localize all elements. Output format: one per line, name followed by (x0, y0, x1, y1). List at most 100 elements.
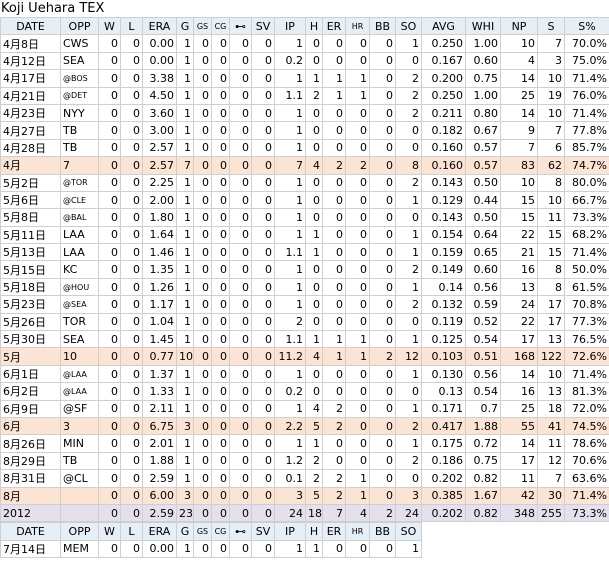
cell: 0 (251, 434, 275, 453)
cell: 24 (500, 295, 538, 314)
cell: 0 (211, 243, 230, 262)
cell: 70.6% (564, 451, 609, 471)
data-row: 7月14日 MEM 0 0 0.00 1 0 0 0 0 1 1 0 0 0 1 (0, 539, 422, 559)
cell: 0 (251, 225, 275, 245)
cell: 1 (274, 121, 306, 140)
cell: 6月1日 (0, 364, 61, 384)
cell: 18 (537, 399, 565, 418)
cell: 0 (305, 295, 323, 314)
cell: 11 (537, 208, 565, 227)
cell: 1 (345, 486, 370, 505)
header-cell: H (305, 522, 323, 541)
cell: 4 (305, 156, 323, 175)
cell: 0.67 (465, 121, 501, 140)
cell: 0 (98, 399, 121, 418)
cell: 0.211 (421, 103, 466, 123)
cell: 0 (98, 34, 121, 53)
cell: 77.3% (564, 312, 609, 332)
header-cell: ER (322, 522, 346, 541)
cell: 0 (345, 173, 370, 192)
header-cell: W (98, 16, 121, 36)
cell: 61.5% (564, 277, 609, 297)
cell: 0 (251, 277, 275, 297)
cell: 7 (60, 156, 99, 175)
cell: 9 (500, 121, 538, 140)
cell: 1 (274, 434, 306, 453)
header-cell: H (305, 16, 323, 36)
cell: 0 (211, 156, 230, 175)
cell: 10 (176, 347, 194, 366)
cell: 1 (395, 539, 422, 559)
cell: 66.7% (564, 190, 609, 210)
cell: 15 (537, 225, 565, 245)
cell: 0 (120, 69, 143, 88)
data-row: 5月26日 TOR 0 0 1.04 1 0 0 0 0 2 0 0 0 0 0 0.119 0.52 22 17 77… (0, 312, 609, 332)
cell: 42 (500, 486, 538, 505)
cell: 0 (369, 69, 396, 88)
cell: 0.132 (421, 295, 466, 314)
cell: 0 (211, 503, 230, 523)
cell: 2 (322, 486, 346, 505)
cell: LAA (60, 225, 99, 245)
cell: 0 (322, 121, 346, 140)
header-cell: SV (251, 16, 275, 36)
cell: 0.60 (465, 260, 501, 279)
cell: 0 (395, 121, 422, 140)
header-cell: CG (211, 16, 230, 36)
cell: 0 (345, 295, 370, 314)
cell: 0 (120, 295, 143, 314)
cell: 11.2 (274, 347, 306, 366)
cell: 0 (229, 469, 252, 488)
cell: 0.202 (421, 469, 466, 488)
cell: 1 (176, 312, 194, 332)
cell: 0 (193, 156, 212, 175)
cell: 2 (395, 295, 422, 314)
header-cell: DATE (0, 16, 61, 36)
cell: 0.54 (465, 330, 501, 349)
cell: 1.1 (274, 330, 306, 349)
cell: 0 (345, 434, 370, 453)
cell: 0 (193, 173, 212, 192)
cell: 72.6% (564, 347, 609, 366)
cell: 0 (322, 208, 346, 227)
cell: TOR (60, 312, 99, 332)
cell: 1 (274, 260, 306, 279)
cell: 0.75 (465, 451, 501, 471)
header-cell: SV (251, 522, 275, 541)
cell: 10 (60, 347, 99, 366)
cell: 0 (98, 347, 121, 366)
cell: 1 (274, 138, 306, 158)
cell: 0 (211, 34, 230, 53)
cell: 0 (120, 382, 143, 401)
cell: 0 (193, 225, 212, 245)
cell: 0 (229, 399, 252, 418)
header-cell: SO (395, 522, 422, 541)
cell: 14 (500, 103, 538, 123)
cell: 0 (120, 225, 143, 245)
cell: 0 (322, 364, 346, 384)
cell: 4月23日 (0, 103, 61, 123)
cell: 0 (369, 539, 396, 559)
cell: 73.3% (564, 208, 609, 227)
data-row: 5月13日 LAA 0 0 1.46 1 0 0 0 0 1.1 1 0 0 0 1 0.159 0.65 21 15… (0, 243, 609, 262)
cell: 7 (537, 34, 565, 53)
cell: 19 (537, 86, 565, 105)
cell: 1 (274, 34, 306, 53)
cell: 0 (322, 173, 346, 192)
cell: 1 (305, 69, 323, 88)
cell: 7 (500, 138, 538, 158)
cell: 2 (395, 103, 422, 123)
cell: 0 (345, 51, 370, 71)
cell (60, 486, 99, 505)
cell: 4月27日 (0, 121, 61, 140)
cell: 80.0% (564, 173, 609, 192)
cell: 13 (537, 330, 565, 349)
cell: 73.3% (564, 503, 609, 523)
cell: 0 (369, 86, 396, 105)
cell: 1 (176, 51, 194, 71)
cell: 14 (500, 69, 538, 88)
cell: 71.4% (564, 243, 609, 262)
cell: 0 (251, 451, 275, 471)
cell: 0 (229, 364, 252, 384)
cell: 5月18日 (0, 277, 61, 297)
